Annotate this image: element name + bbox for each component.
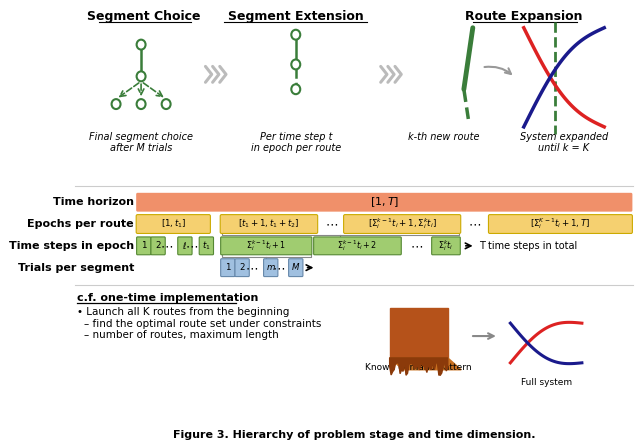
Text: Epochs per route: Epochs per route xyxy=(28,219,134,229)
Circle shape xyxy=(291,60,300,69)
Text: 1: 1 xyxy=(225,263,230,272)
FancyBboxPatch shape xyxy=(289,259,303,277)
Text: c.f. one-time implementation: c.f. one-time implementation xyxy=(77,293,258,303)
Circle shape xyxy=(136,40,145,50)
Text: 1: 1 xyxy=(141,241,147,250)
Text: $[\Sigma_i^{K-1}t_i+1,T]$: $[\Sigma_i^{K-1}t_i+1,T]$ xyxy=(531,217,591,232)
Text: $\Sigma_i^{k-1}t_i+2$: $\Sigma_i^{k-1}t_i+2$ xyxy=(337,238,378,253)
Text: Per time step t
in epoch per route: Per time step t in epoch per route xyxy=(251,132,341,153)
FancyBboxPatch shape xyxy=(221,259,235,277)
Text: $\Sigma_i^{k-1}t_i+1$: $\Sigma_i^{k-1}t_i+1$ xyxy=(246,238,286,253)
FancyBboxPatch shape xyxy=(314,237,401,255)
Text: Trials per segment: Trials per segment xyxy=(17,263,134,273)
Text: M: M xyxy=(292,263,300,272)
Circle shape xyxy=(136,99,145,109)
Text: $[1,T]$: $[1,T]$ xyxy=(370,195,399,209)
Text: $\cdots$: $\cdots$ xyxy=(410,240,423,252)
Text: 2: 2 xyxy=(156,241,161,250)
Text: Figure 3. Hierarchy of problem stage and time dimension.: Figure 3. Hierarchy of problem stage and… xyxy=(173,430,535,440)
Polygon shape xyxy=(390,358,448,375)
Circle shape xyxy=(291,84,300,94)
FancyBboxPatch shape xyxy=(264,259,278,277)
FancyBboxPatch shape xyxy=(221,237,312,255)
Text: $[\Sigma_i^{k-1}t_i+1,\Sigma_i^k t_i]$: $[\Sigma_i^{k-1}t_i+1,\Sigma_i^k t_i]$ xyxy=(367,217,436,232)
Text: – number of routes, maximum length: – number of routes, maximum length xyxy=(84,330,278,340)
Text: $\cdots$: $\cdots$ xyxy=(468,217,481,231)
Text: $\cdots$: $\cdots$ xyxy=(184,240,198,252)
FancyBboxPatch shape xyxy=(431,237,460,255)
Text: $t_1$: $t_1$ xyxy=(202,240,211,252)
Text: $\cdots$: $\cdots$ xyxy=(325,217,338,231)
FancyBboxPatch shape xyxy=(220,215,317,233)
Text: Time horizon: Time horizon xyxy=(53,197,134,207)
Circle shape xyxy=(136,71,145,81)
FancyBboxPatch shape xyxy=(199,237,214,255)
Circle shape xyxy=(111,99,120,109)
Text: m: m xyxy=(266,263,275,272)
Text: Route Expansion: Route Expansion xyxy=(465,10,582,23)
Text: Final segment choice
after M trials: Final segment choice after M trials xyxy=(89,132,193,153)
Text: Segment Choice: Segment Choice xyxy=(87,10,200,23)
Circle shape xyxy=(291,30,300,40)
Text: T time steps in total: T time steps in total xyxy=(479,241,577,251)
Text: $[t_1+1,t_1+t_2]$: $[t_1+1,t_1+t_2]$ xyxy=(238,218,300,230)
Text: – find the optimal route set under constraints: – find the optimal route set under const… xyxy=(84,319,321,329)
Circle shape xyxy=(162,99,171,109)
Text: Segment Extension: Segment Extension xyxy=(228,10,364,23)
Text: System expanded
until k = K: System expanded until k = K xyxy=(520,132,608,153)
Text: 2: 2 xyxy=(239,263,245,272)
Text: $\cdots$: $\cdots$ xyxy=(272,261,285,274)
FancyBboxPatch shape xyxy=(136,215,211,233)
FancyBboxPatch shape xyxy=(235,259,249,277)
FancyBboxPatch shape xyxy=(178,237,192,255)
Text: $\ell$: $\ell$ xyxy=(182,240,188,251)
Text: $\Sigma_i^k t_i$: $\Sigma_i^k t_i$ xyxy=(438,238,454,253)
Text: Known demand pattern: Known demand pattern xyxy=(365,363,472,372)
FancyBboxPatch shape xyxy=(344,215,461,233)
Text: Full system: Full system xyxy=(520,378,572,387)
Polygon shape xyxy=(390,309,448,358)
Text: • Launch all K routes from the beginning: • Launch all K routes from the beginning xyxy=(77,307,289,317)
Text: $\cdots$: $\cdots$ xyxy=(159,240,173,252)
Text: Time steps in epoch: Time steps in epoch xyxy=(9,241,134,251)
FancyBboxPatch shape xyxy=(136,237,151,255)
FancyBboxPatch shape xyxy=(488,215,632,233)
Text: $\cdots$: $\cdots$ xyxy=(245,261,259,274)
FancyBboxPatch shape xyxy=(151,237,165,255)
Text: k-th new route: k-th new route xyxy=(408,132,479,142)
FancyBboxPatch shape xyxy=(136,193,632,212)
Polygon shape xyxy=(390,358,461,370)
Text: $[1,t_1]$: $[1,t_1]$ xyxy=(161,218,186,230)
